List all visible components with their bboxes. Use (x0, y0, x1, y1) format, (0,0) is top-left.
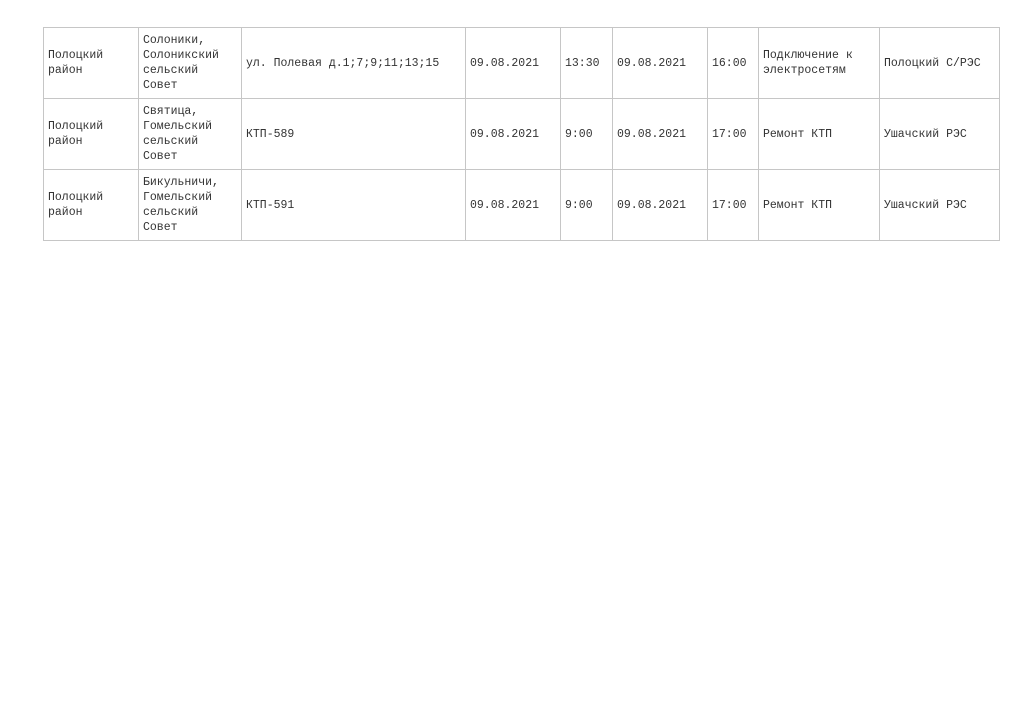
district-cell: Полоцкий район (43, 98, 139, 170)
outage-table: Полоцкий район Солоники, Солоникский сель… (43, 27, 1000, 241)
end-date-cell: 09.08.2021 (612, 27, 708, 99)
district-cell: Полоцкий район (43, 169, 139, 241)
end-date-cell: 09.08.2021 (612, 169, 708, 241)
locality-cell: Бикульничи, Гомельский сельский Совет (138, 169, 242, 241)
locality-cell: Святица, Гомельский сельский Совет (138, 98, 242, 170)
object-cell: КТП-591 (241, 169, 466, 241)
end-date-cell: 09.08.2021 (612, 98, 708, 170)
table-row: Полоцкий район Святица, Гомельский сельск… (43, 98, 1000, 170)
end-time-cell: 16:00 (707, 27, 759, 99)
start-time-cell: 9:00 (560, 169, 613, 241)
object-cell: КТП-589 (241, 98, 466, 170)
end-time-cell: 17:00 (707, 169, 759, 241)
reason-cell: Подключение к электросетям (758, 27, 880, 99)
reason-cell: Ремонт КТП (758, 169, 880, 241)
organization-cell: Ушачский РЭС (879, 98, 1000, 170)
table-row: Полоцкий район Солоники, Солоникский сель… (43, 27, 1000, 99)
object-cell: ул. Полевая д.1;7;9;11;13;15 (241, 27, 466, 99)
start-date-cell: 09.08.2021 (465, 169, 561, 241)
district-cell: Полоцкий район (43, 27, 139, 99)
end-time-cell: 17:00 (707, 98, 759, 170)
locality-cell: Солоники, Солоникский сельский Совет (138, 27, 242, 99)
organization-cell: Полоцкий С/РЭС (879, 27, 1000, 99)
start-date-cell: 09.08.2021 (465, 27, 561, 99)
start-date-cell: 09.08.2021 (465, 98, 561, 170)
table-row: Полоцкий район Бикульничи, Гомельский сел… (43, 169, 1000, 241)
organization-cell: Ушачский РЭС (879, 169, 1000, 241)
reason-cell: Ремонт КТП (758, 98, 880, 170)
start-time-cell: 13:30 (560, 27, 613, 99)
start-time-cell: 9:00 (560, 98, 613, 170)
